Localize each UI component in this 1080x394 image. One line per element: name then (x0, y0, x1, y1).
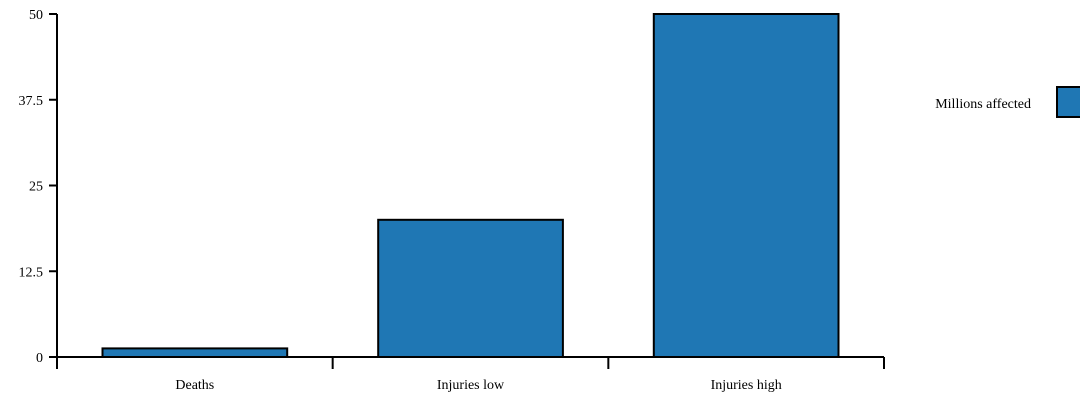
y-tick-label: 0 (36, 351, 43, 366)
bar-deaths (101, 347, 289, 358)
y-tick-label: 37.5 (19, 94, 44, 109)
legend-label-millions-affected: Millions affected (935, 97, 1031, 112)
x-tick-label-deaths: Deaths (175, 378, 214, 393)
bar-injuries-low (377, 218, 564, 358)
y-tick-label: 50 (29, 8, 43, 23)
x-tick-label-injuries-low: Injuries low (437, 378, 505, 393)
legend-swatch-millions-affected (1056, 86, 1080, 118)
x-tick-label-injuries-high: Injuries high (711, 378, 782, 393)
y-tick-label: 25 (29, 180, 43, 195)
legend: Millions affected (935, 86, 1080, 118)
bars-group (101, 13, 840, 358)
x-axis-ticks: Deaths Injuries low Injuries high (56, 357, 885, 393)
y-axis-ticks: 0 12.5 25 37.5 50 (19, 8, 57, 366)
y-tick-label: 12.5 (19, 265, 44, 280)
bar-injuries-high (652, 13, 840, 358)
